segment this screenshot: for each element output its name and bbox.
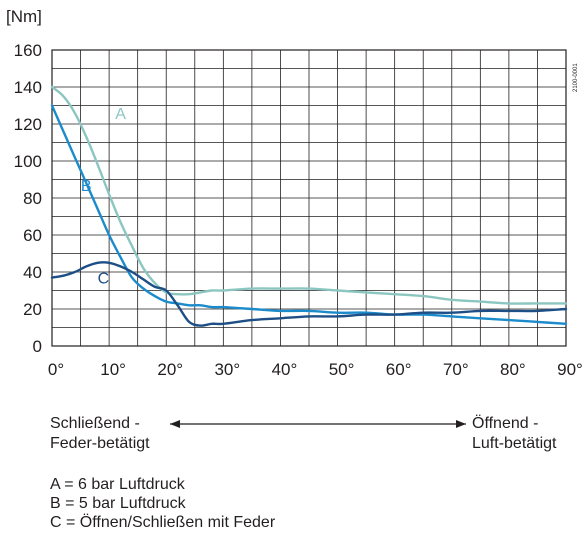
y-tick-label: 140 [14, 78, 42, 97]
y-tick-label: 120 [14, 115, 42, 134]
x-tick-label: 50° [329, 360, 355, 379]
left-direction-line2: Feder-betätigt [50, 435, 150, 452]
legend-note-b: B = 5 bar Luftdruck [50, 495, 186, 512]
y-tick-label: 160 [14, 41, 42, 60]
x-tick-label: 40° [272, 360, 298, 379]
legend-note-a: A = 6 bar Luftdruck [50, 476, 185, 493]
series-line-a [50, 85, 568, 305]
series-line-c [50, 261, 568, 327]
x-tick-label: 60° [386, 360, 412, 379]
x-tick-label: 90° [557, 360, 583, 379]
series-line-b [50, 104, 568, 325]
x-tick-label: 30° [214, 360, 240, 379]
direction-arrowhead-left [170, 420, 180, 428]
left-direction-line1: Schließend - [50, 415, 140, 432]
series-label-b: B [81, 178, 92, 195]
x-tick-label: 70° [443, 360, 469, 379]
x-tick-label: 20° [157, 360, 183, 379]
y-tick-label: 0 [33, 337, 42, 356]
y-unit-label: [Nm] [6, 7, 42, 26]
x-tick-label: 0° [48, 360, 64, 379]
right-direction-line2: Luft-betätigt [472, 435, 557, 452]
y-tick-label: 80 [23, 189, 42, 208]
right-direction-line1: Öffnend - [472, 415, 539, 432]
y-tick-label: 20 [23, 300, 42, 319]
series-label-a: A [115, 106, 126, 123]
x-tick-label: 10° [100, 360, 126, 379]
side-code-label: 2100-0001 [573, 63, 579, 92]
y-tick-label: 40 [23, 263, 42, 282]
series-label-c: C [98, 271, 110, 288]
legend-note-c: C = Öffnen/Schließen mit Feder [50, 514, 276, 531]
y-tick-label: 60 [23, 226, 42, 245]
x-tick-label: 80° [500, 360, 526, 379]
direction-arrowhead-right [456, 420, 466, 428]
y-tick-label: 100 [14, 152, 42, 171]
